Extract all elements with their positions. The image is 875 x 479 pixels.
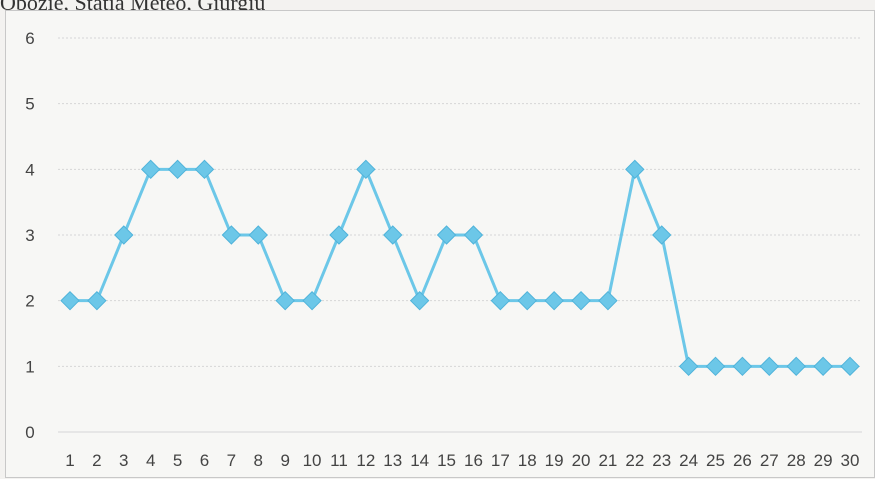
x-tick-label: 14 bbox=[410, 451, 429, 470]
y-tick-label: 2 bbox=[25, 292, 34, 311]
y-tick-label: 1 bbox=[25, 357, 34, 376]
data-point-marker bbox=[490, 290, 511, 311]
data-point-marker bbox=[840, 356, 860, 377]
x-tick-label: 13 bbox=[383, 451, 402, 470]
x-tick-label: 24 bbox=[679, 451, 698, 470]
data-point-marker bbox=[60, 290, 80, 311]
x-tick-label: 26 bbox=[733, 451, 752, 470]
data-point-marker bbox=[625, 159, 645, 180]
data-point-marker bbox=[194, 159, 215, 180]
data-point-marker bbox=[571, 290, 591, 311]
x-tick-label: 5 bbox=[173, 451, 182, 470]
x-tick-label: 21 bbox=[598, 451, 617, 470]
data-point-marker bbox=[813, 356, 833, 377]
x-tick-label: 23 bbox=[652, 451, 671, 470]
x-tick-label: 27 bbox=[760, 451, 779, 470]
x-tick-label: 30 bbox=[841, 451, 860, 470]
x-tick-label: 9 bbox=[280, 451, 289, 470]
x-tick-label: 3 bbox=[119, 451, 128, 470]
data-point-marker bbox=[275, 290, 295, 311]
data-point-marker bbox=[436, 225, 457, 245]
data-point-marker bbox=[167, 159, 188, 180]
x-tick-label: 7 bbox=[227, 451, 236, 470]
x-tick-label: 25 bbox=[706, 451, 725, 470]
x-tick-label: 20 bbox=[572, 451, 591, 470]
x-tick-label: 18 bbox=[518, 451, 537, 470]
x-tick-label: 1 bbox=[65, 451, 74, 470]
x-tick-label: 6 bbox=[200, 451, 209, 470]
data-point-marker bbox=[356, 159, 376, 180]
data-point-marker bbox=[302, 290, 322, 311]
data-point-marker bbox=[383, 225, 403, 245]
series-line bbox=[70, 167, 850, 368]
x-tick-label: 16 bbox=[464, 451, 483, 470]
data-point-marker bbox=[598, 290, 618, 311]
data-point-marker bbox=[705, 356, 726, 377]
y-tick-label: 3 bbox=[25, 226, 34, 245]
data-point-marker bbox=[786, 356, 806, 377]
x-tick-label: 8 bbox=[254, 451, 263, 470]
x-tick-label: 29 bbox=[814, 451, 833, 470]
x-tick-label: 4 bbox=[146, 451, 155, 470]
x-tick-label: 11 bbox=[330, 451, 348, 470]
y-tick-label: 5 bbox=[25, 95, 34, 114]
data-point-marker bbox=[652, 225, 672, 245]
x-tick-label: 12 bbox=[356, 451, 375, 470]
data-point-marker bbox=[329, 225, 349, 245]
data-point-marker bbox=[732, 356, 753, 377]
data-point-marker bbox=[409, 290, 430, 311]
y-tick-label: 6 bbox=[25, 29, 34, 48]
x-tick-label: 19 bbox=[545, 451, 564, 470]
y-tick-label: 4 bbox=[25, 160, 34, 179]
series-layer bbox=[60, 159, 860, 377]
y-axis-ticks: 0 1 2 3 4 5 6 bbox=[25, 29, 34, 442]
x-tick-label: 17 bbox=[491, 451, 510, 470]
x-tick-label: 10 bbox=[303, 451, 322, 470]
data-point-marker bbox=[544, 290, 564, 311]
data-point-marker bbox=[221, 225, 242, 245]
data-point-marker bbox=[517, 290, 537, 311]
data-point-marker bbox=[248, 225, 268, 245]
x-tick-label: 22 bbox=[625, 451, 644, 470]
data-point-marker bbox=[87, 290, 107, 311]
data-point-marker bbox=[463, 225, 484, 245]
x-tick-label: 2 bbox=[92, 451, 101, 470]
x-tick-label: 15 bbox=[437, 451, 456, 470]
data-point-marker bbox=[140, 159, 161, 180]
y-tick-label: 0 bbox=[25, 423, 34, 442]
x-axis-ticks: 1 2 3 4 5 6 7 8 9 10 11 12 13 14 15 16 17 18 19 20 21 22 23 24 2… bbox=[65, 451, 859, 470]
data-point-marker bbox=[759, 356, 780, 377]
data-point-marker bbox=[114, 225, 134, 245]
data-point-marker bbox=[678, 356, 699, 377]
x-tick-label: 28 bbox=[787, 451, 806, 470]
